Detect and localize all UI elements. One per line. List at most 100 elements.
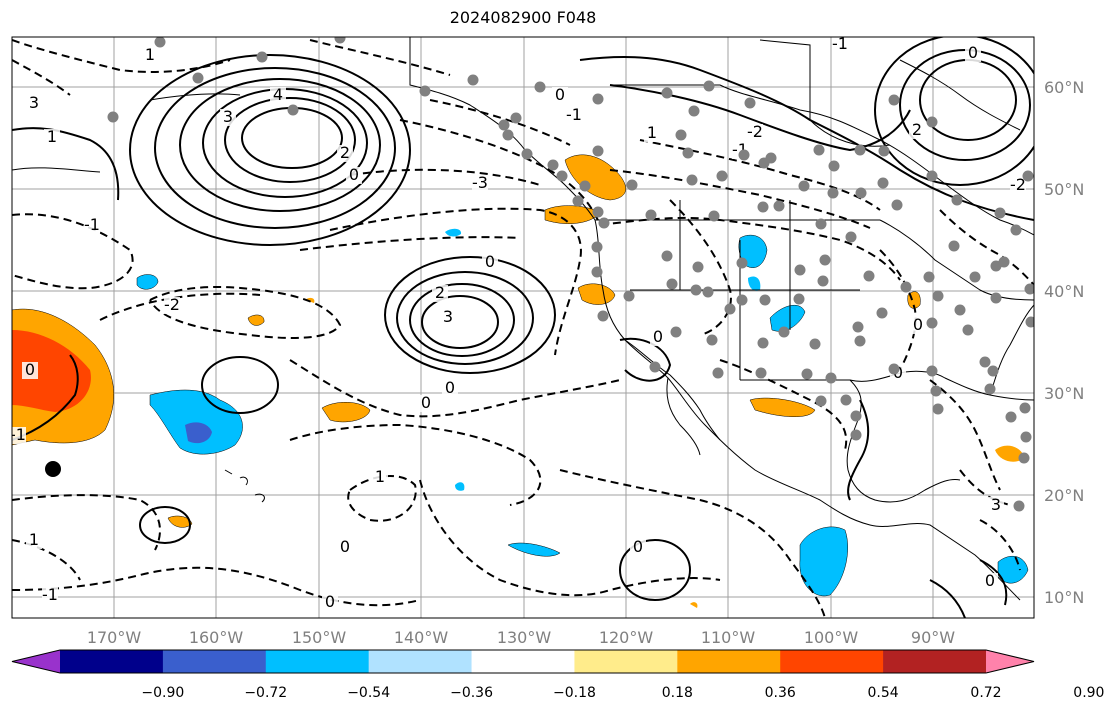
contour-label: 3 [223, 107, 233, 126]
colorbar-segment [265, 650, 370, 673]
station-dot [626, 179, 638, 191]
lon-tick-120w: 120°W [599, 628, 654, 647]
station-dot [855, 187, 867, 199]
colorbar-segment [60, 650, 164, 673]
station-dot [854, 144, 866, 156]
colorbar-segment [677, 650, 781, 673]
station-dot [592, 145, 604, 157]
station-dot [773, 200, 785, 212]
station-dot [798, 180, 810, 192]
station-dot [623, 290, 635, 302]
colorbar-tick-label: 0.72 [970, 685, 1001, 701]
lat-tick-50n: 50°N [1044, 180, 1084, 199]
station-dot [690, 284, 702, 296]
station-dot [287, 104, 299, 116]
colorbar-tick-label: −0.36 [450, 685, 493, 701]
lat-tick-10n: 10°N [1044, 588, 1084, 607]
station-dot [926, 317, 938, 329]
contour-label: -2 [747, 122, 763, 141]
station-dot [682, 147, 694, 159]
station-dot [854, 335, 866, 347]
colorbar-tick-label: −0.54 [347, 685, 390, 701]
station-dot [863, 270, 875, 282]
colorbar-tick-label: −0.72 [244, 685, 287, 701]
station-dot [815, 218, 827, 230]
station-dot [1018, 452, 1030, 464]
station-dot [845, 231, 857, 243]
station-dot [923, 271, 935, 283]
station-dot [498, 119, 510, 131]
contour-label-bg [650, 329, 666, 346]
station-dot [888, 94, 900, 106]
colorbar-tick-label: 0.90 [1073, 685, 1104, 701]
contours [12, 37, 1034, 618]
colorbar-segment [471, 650, 575, 673]
contour-label-bg [440, 309, 456, 326]
contour-label: -1 [42, 585, 58, 604]
contour-label: 3 [29, 93, 39, 112]
station-dot [809, 338, 821, 350]
station-dot [712, 367, 724, 379]
station-dot [994, 207, 1006, 219]
anomaly-shading [12, 154, 1029, 608]
contour-label-bg [566, 107, 582, 124]
contour-label-bg [432, 285, 448, 302]
station-dot [1024, 283, 1034, 295]
station-dot [850, 429, 862, 441]
station-dot [688, 105, 700, 117]
station-dot [878, 145, 890, 157]
contour-label-bg [910, 317, 926, 334]
station-dot [926, 365, 938, 377]
station-dot [661, 87, 673, 99]
station-markers [107, 37, 1034, 512]
station-dot [706, 334, 718, 346]
station-dot [534, 81, 546, 93]
station-dot [1010, 224, 1022, 236]
contour-label: 4 [273, 85, 283, 104]
station-dot [597, 310, 609, 322]
contour-label-bg [965, 45, 981, 62]
coastlines [12, 37, 1034, 601]
contour-label-bg [482, 254, 498, 271]
contour-label: -1 [832, 34, 848, 53]
contour-label: 2 [340, 143, 350, 162]
station-dot [334, 37, 346, 44]
station-dot [736, 294, 748, 306]
station-dot [591, 266, 603, 278]
contour-label: 1 [145, 45, 155, 64]
station-dot [759, 294, 771, 306]
colorbar-tick-label: 0.18 [662, 685, 693, 701]
colorbar-tick-label: 0.36 [765, 685, 796, 701]
station-dot [736, 257, 748, 269]
station-dot [888, 363, 900, 375]
lat-tick-60n: 60°N [1044, 78, 1084, 97]
contour-label-bg [44, 129, 60, 146]
station-dot [419, 85, 431, 97]
station-dot [467, 74, 479, 86]
station-dot [708, 210, 720, 222]
contour-label: 0 [25, 360, 35, 379]
contour-label: 3 [443, 307, 453, 326]
contour-label: -2 [1010, 175, 1026, 194]
station-dot [930, 385, 942, 397]
station-dot [1005, 411, 1017, 423]
station-dot [840, 394, 852, 406]
station-dot [948, 240, 960, 252]
contour-label-bg [1010, 177, 1026, 194]
strong-positive-anomaly-west [12, 330, 91, 412]
station-dot [591, 241, 603, 253]
contour-label: 0 [421, 393, 431, 412]
lon-tick-150w: 150°W [292, 628, 347, 647]
contour-label-bg [982, 573, 998, 590]
station-dot [757, 201, 769, 213]
station-dot [852, 321, 864, 333]
station-dot [969, 271, 981, 283]
station-dot [987, 365, 999, 377]
station-dot [579, 180, 591, 192]
station-dot [900, 281, 912, 293]
contour-label-bg [22, 362, 38, 379]
contour-label: 0 [633, 537, 643, 556]
contour-label-bg [832, 37, 848, 53]
contour-label: -1 [84, 215, 100, 234]
